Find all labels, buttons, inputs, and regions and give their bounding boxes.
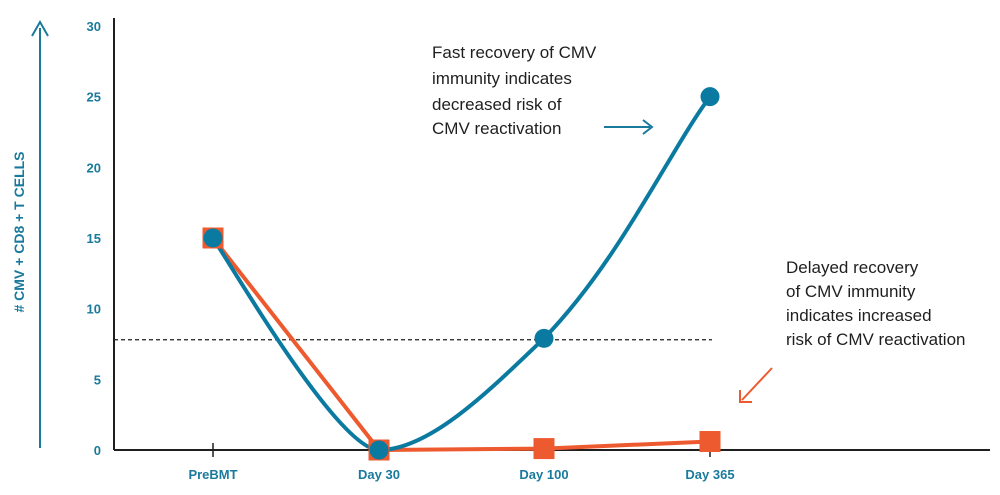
y-tick-label: 25 <box>87 90 101 105</box>
x-tick-label: PreBMT <box>188 467 237 482</box>
y-axis-label: # CMV + CD8 + T CELLS <box>11 151 27 312</box>
annotation-fast-line-3: decreased risk of <box>432 95 562 114</box>
annotation-fast-recovery: Fast recovery of CMV immunity indicates … <box>432 43 597 138</box>
annotation-fast-line-2: immunity indicates <box>432 69 572 88</box>
arrow-right-icon <box>604 119 654 135</box>
annotation-delayed-line-4: risk of CMV reactivation <box>786 330 966 349</box>
y-tick-label: 0 <box>94 443 101 458</box>
annotation-delayed-line-2: of CMV immunity <box>786 282 916 301</box>
data-point-square <box>699 431 721 453</box>
arrow-down-left-icon <box>739 367 773 403</box>
y-tick-label: 10 <box>87 302 101 317</box>
x-tick-label: Day 365 <box>685 467 734 482</box>
data-point-circle <box>534 328 554 348</box>
annotation-fast-line-1: Fast recovery of CMV <box>432 43 597 62</box>
y-tick-labels: 0 5 10 15 20 25 30 <box>87 19 101 458</box>
y-tick-label: 5 <box>94 372 101 387</box>
y-tick-label: 30 <box>87 19 101 34</box>
data-point-circle <box>369 440 389 460</box>
data-point-circle <box>203 228 223 248</box>
series <box>202 87 721 461</box>
series-line-fast <box>211 94 712 453</box>
y-axis-arrow <box>31 19 49 448</box>
x-tick-label: Day 30 <box>358 467 400 482</box>
data-point-square <box>533 438 555 460</box>
data-point-circle <box>700 87 720 107</box>
annotation-delayed-line-3: indicates increased <box>786 306 932 325</box>
series-line-delayed <box>211 236 711 452</box>
y-tick-label: 20 <box>87 160 101 175</box>
annotation-delayed-recovery: Delayed recovery of CMV immunity indicat… <box>786 258 966 349</box>
x-tick-label: Day 100 <box>519 467 568 482</box>
y-tick-label: 15 <box>87 231 101 246</box>
annotation-delayed-line-1: Delayed recovery <box>786 258 919 277</box>
annotation-fast-line-4: CMV reactivation <box>432 119 561 138</box>
